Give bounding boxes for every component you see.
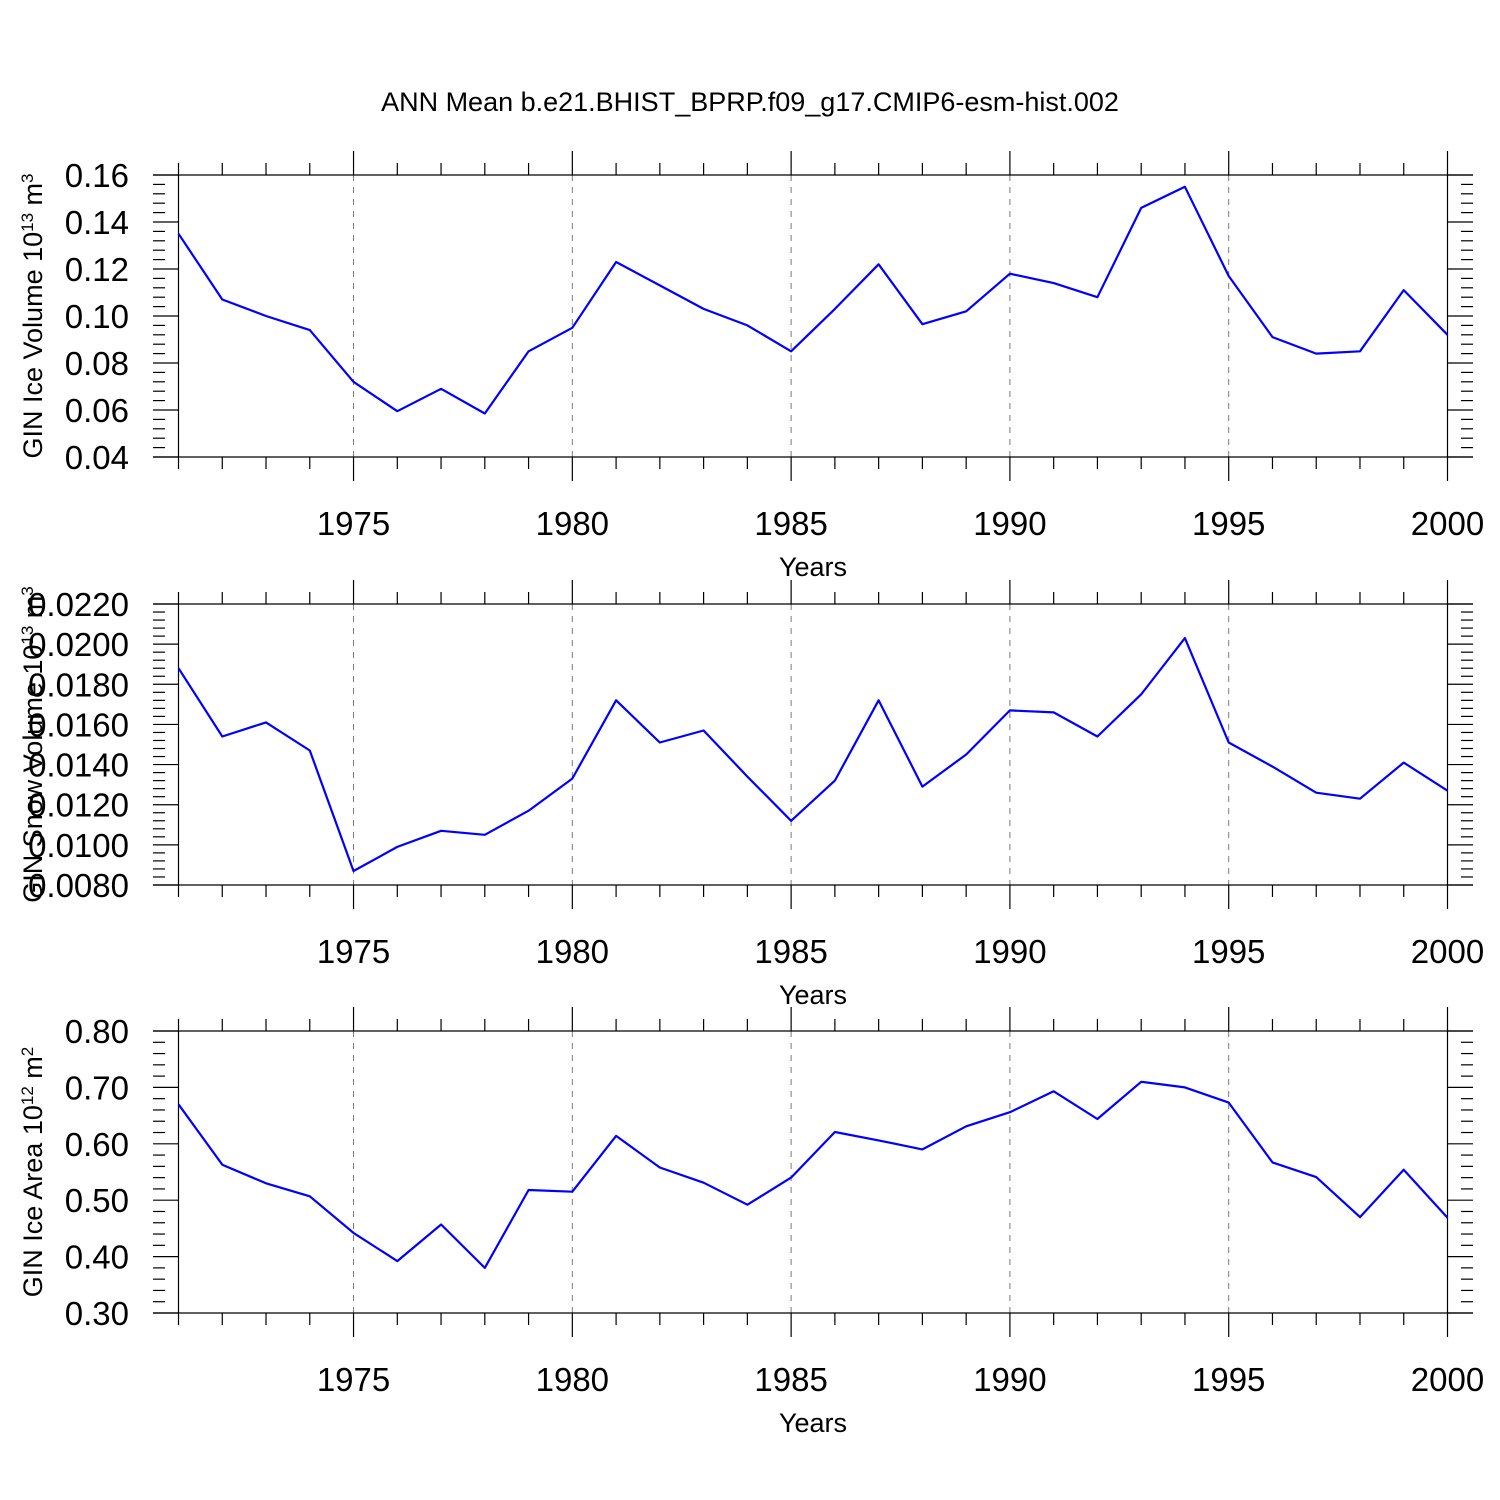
x-tick-label: 2000 (1411, 933, 1484, 970)
x-tick-label: 1985 (754, 505, 827, 542)
y-axis-label: GIN Ice Area 1012 m2 (18, 1047, 48, 1298)
y-axis-label-part: m (18, 183, 48, 213)
y-tick-label: 0.0220 (28, 586, 129, 623)
x-axis-label: Years (779, 552, 847, 582)
x-axis-label: Years (779, 1408, 847, 1438)
y-tick-label: 0.04 (65, 439, 129, 476)
y-tick-label: 0.80 (65, 1013, 129, 1050)
series-line (177, 1080, 1449, 1270)
chart-panel-1: 0.04 0.06 0.08 0.10 0.12 0.14 0.16 1975 1980 1985… (18, 151, 1484, 582)
x-tick-label: 2000 (1411, 1361, 1484, 1398)
y-tick-label: 0.50 (65, 1182, 129, 1219)
y-axis-label-part: GIN Ice Volume 10 (18, 232, 48, 459)
x-tick-label: 1990 (973, 505, 1046, 542)
y-axis-label-part: GIN Snow Volume 10 (18, 645, 48, 903)
y-tick-label: 0.0100 (28, 827, 129, 864)
y-tick-label: 0.0200 (28, 626, 129, 663)
y-axis-label-superscript: 3 (18, 173, 37, 182)
y-tick-label: 0.0180 (28, 666, 129, 703)
y-axis-label-part: GIN Ice Area 10 (18, 1105, 48, 1297)
y-axis-label-superscript: 12 (18, 1086, 37, 1105)
x-tick-label: 2000 (1411, 505, 1484, 542)
x-tick-label: 1995 (1192, 505, 1265, 542)
figure-title: ANN Mean b.e21.BHIST_BPRP.f09_g17.CMIP6-… (381, 87, 1119, 117)
x-tick-label: 1995 (1192, 933, 1265, 970)
series-line (177, 636, 1449, 873)
y-axis-label-superscript: 13 (18, 213, 37, 232)
x-tick-label: 1985 (754, 933, 827, 970)
y-tick-label: 0.14 (65, 204, 129, 241)
chart-panel-2: 0.00800.01000.01200.01400.01600.01800.02… (18, 580, 1484, 1010)
x-tick-label: 1990 (973, 1361, 1046, 1398)
y-axis-label: GIN Snow Volume 1013 m3 (18, 586, 48, 903)
y-tick-label: 0.12 (65, 251, 129, 288)
y-tick-label: 0.10 (65, 298, 129, 335)
chart-panel-3: 0.30 0.40 0.50 0.60 0.70 0.80 1975 1980 1985 1990… (18, 1007, 1484, 1438)
x-tick-label: 1980 (536, 933, 609, 970)
y-tick-label: 0.16 (65, 157, 129, 194)
x-tick-label: 1985 (754, 1361, 827, 1398)
y-axis-label-part: m (18, 1056, 48, 1086)
y-tick-label: 0.0120 (28, 787, 129, 824)
y-axis-label: GIN Ice Volume 1013 m3 (18, 173, 48, 458)
y-tick-label: 0.06 (65, 392, 129, 429)
y-axis-label-part: m (18, 596, 48, 626)
x-tick-label: 1975 (317, 1361, 390, 1398)
y-axis-label-superscript: 13 (18, 626, 37, 645)
y-tick-label: 0.30 (65, 1295, 129, 1332)
x-tick-label: 1990 (973, 933, 1046, 970)
y-tick-label: 0.40 (65, 1239, 129, 1276)
y-tick-label: 0.0160 (28, 706, 129, 743)
x-axis-label: Years (779, 980, 847, 1010)
x-tick-label: 1995 (1192, 1361, 1265, 1398)
series-line (177, 185, 1449, 415)
y-axis-label-superscript: 3 (18, 586, 37, 595)
x-tick-label: 1980 (536, 505, 609, 542)
x-tick-label: 1980 (536, 1361, 609, 1398)
y-tick-label: 0.70 (65, 1069, 129, 1106)
panels: 0.04 0.06 0.08 0.10 0.12 0.14 0.16 1975 1980 1985… (18, 151, 1484, 1438)
y-tick-label: 0.08 (65, 345, 129, 382)
x-tick-label: 1975 (317, 933, 390, 970)
x-tick-label: 1975 (317, 505, 390, 542)
y-tick-label: 0.60 (65, 1126, 129, 1163)
y-tick-label: 0.0080 (28, 867, 129, 904)
y-tick-label: 0.0140 (28, 747, 129, 784)
y-axis-label-superscript: 2 (18, 1047, 37, 1056)
